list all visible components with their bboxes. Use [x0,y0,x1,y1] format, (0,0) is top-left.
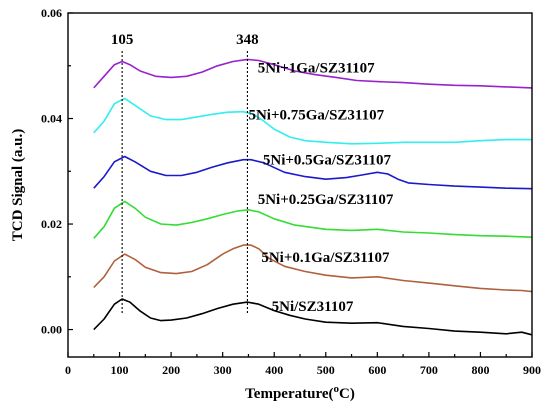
series-line-1 [93,244,533,293]
series-line-0 [93,298,533,336]
y-tick-label-2: 0.04 [41,112,62,126]
series-label-4: 5Ni+0.75Ga/SZ31107 [248,108,384,124]
x-tick-label-4: 400 [265,363,283,377]
x-tick-label-0: 0 [65,363,71,377]
series-label-1: 5Ni+0.1Ga/SZ31107 [261,250,390,266]
series-line-5 [93,58,533,89]
x-axis-title-main: Temperature( [245,386,333,402]
peak-label-0: 105 [111,32,134,48]
x-axis-ticks: 0 100 200 300 400 500 600 700 800 900 [65,352,541,377]
y-axis-title: TCD Signal (a.u.) [10,129,26,242]
series-line-2 [93,200,533,239]
y-axis-ticks: 0.00 0.02 0.04 0.06 [41,6,73,337]
x-tick-label-3: 300 [214,363,232,377]
x-tick-label-8: 800 [471,363,489,377]
peak-marker-layer: 105 348 [111,32,259,313]
x-tick-label-6: 600 [368,363,386,377]
series-label-5: 5Ni+1Ga/SZ31107 [258,61,375,77]
series-line-4 [93,97,532,145]
y-tick-label-1: 0.02 [41,217,62,231]
series-line-3 [93,155,533,190]
x-axis-title: Temperature(oC) [245,383,355,402]
series-label-3: 5Ni+0.5Ga/SZ31107 [263,152,392,168]
y-tick-label-3: 0.06 [41,6,62,20]
series-label-2: 5Ni+0.25Ga/SZ31107 [258,192,394,208]
x-tick-label-2: 200 [162,363,180,377]
series-label-layer: 5Ni/SZ31107 5Ni+0.1Ga/SZ31107 5Ni+0.25Ga/S… [248,61,393,315]
y-tick-label-0: 0.00 [41,323,62,337]
x-axis-title-sup: o [334,383,340,395]
peak-label-1: 348 [236,32,259,48]
x-tick-label-9: 900 [523,363,541,377]
x-tick-label-1: 100 [111,363,129,377]
x-tick-label-5: 500 [317,363,335,377]
x-tick-label-7: 700 [420,363,438,377]
x-axis-title-tail: C) [339,386,355,402]
series-layer [93,58,533,336]
series-label-0: 5Ni/SZ31107 [272,299,354,315]
